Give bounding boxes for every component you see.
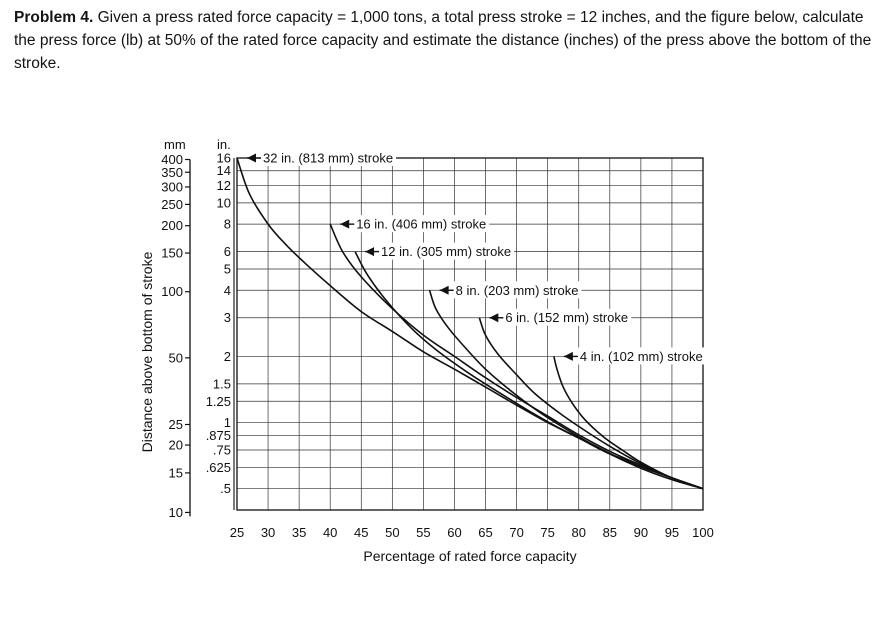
x-tick-label: 55 [416, 525, 430, 540]
y-tick-label-in: 16 [217, 151, 231, 166]
curve-label-background [379, 242, 515, 260]
y-tick-label-mm: 150 [161, 246, 183, 261]
curve-label-background [354, 215, 490, 233]
y-tick-label-in: 3 [224, 310, 231, 325]
y-tick-label-in: 1.25 [206, 394, 231, 409]
problem-statement: Problem 4. Given a press rated force cap… [14, 6, 874, 75]
y-tick-label-in: 1.5 [213, 376, 231, 391]
x-tick-label: 65 [478, 525, 492, 540]
stroke-curve [236, 157, 704, 490]
x-tick-label: 95 [665, 525, 679, 540]
y-tick-label-in: .5 [220, 481, 231, 496]
x-tick-label: 50 [385, 525, 399, 540]
y-tick-label-mm: 250 [161, 197, 183, 212]
y-tick-label-in: .625 [206, 460, 231, 475]
x-tick-label: 25 [230, 525, 244, 540]
curve-label-background [261, 149, 397, 166]
curve-label-arrow-head [439, 285, 449, 295]
y-tick-label-mm: 10 [169, 505, 183, 520]
curve-label-arrow-head [247, 153, 256, 163]
y-unit-in-label: in. [217, 137, 231, 152]
stroke-curve [329, 223, 704, 490]
curve-label-background [503, 308, 632, 326]
x-tick-label: 80 [571, 525, 585, 540]
stroke-curve [428, 290, 704, 490]
y-tick-label-in: 8 [224, 217, 231, 232]
x-tick-label: 45 [354, 525, 368, 540]
stroke-curve [478, 317, 704, 490]
x-tick-label: 90 [634, 525, 648, 540]
x-tick-label: 60 [447, 525, 461, 540]
curve-label-background [577, 347, 706, 365]
y-tick-label-in: 4 [224, 283, 231, 298]
x-tick-label: 35 [292, 525, 306, 540]
curve-label-arrow-head [489, 313, 499, 323]
stroke-curves [236, 157, 704, 490]
x-tick-labels: 25 30 35 40 45 50 55 60 65 70 75 80 85 90 95 100 [230, 525, 714, 540]
curve-label-arrow-head [365, 247, 375, 257]
y-tick-label-in: 14 [217, 163, 231, 178]
problem-body: Given a press rated force capacity = 1,0… [14, 9, 872, 72]
y-tick-label-in: .75 [213, 443, 231, 458]
x-tick-label: 40 [323, 525, 337, 540]
y-tick-label-in: 12 [217, 178, 231, 193]
x-tick-label: 75 [540, 525, 554, 540]
curve-label-arrow-head [340, 219, 350, 229]
y-tick-label-in: 1 [224, 415, 231, 430]
stroke-curve [553, 356, 704, 490]
curve-label-background [453, 281, 582, 299]
y-tick-label-mm: 300 [161, 179, 183, 194]
x-tick-label: 70 [509, 525, 523, 540]
curve-label: 4 in. (102 mm) stroke [580, 349, 703, 364]
y-axes: 4003503002502001501005025201510161412108… [161, 151, 235, 520]
y-unit-mm-label: mm [164, 137, 186, 152]
x-tick-label: 30 [261, 525, 275, 540]
y-tick-label-in: 10 [217, 195, 231, 210]
y-tick-label-in: 2 [224, 349, 231, 364]
x-tick-label: 85 [603, 525, 617, 540]
curve-label-arrow-head [563, 351, 573, 361]
y-tick-label-mm: 350 [161, 165, 183, 180]
plot-frame [236, 157, 704, 511]
y-tick-label-mm: 25 [169, 417, 183, 432]
curve-label: 12 in. (305 mm) stroke [381, 244, 511, 259]
x-tick-label: 100 [692, 525, 714, 540]
y-tick-label-in: .875 [206, 428, 231, 443]
y-tick-label-mm: 400 [161, 152, 183, 167]
y-axis-title: Distance above bottom of stroke [139, 251, 155, 452]
y-tick-label-mm: 50 [169, 350, 183, 365]
curve-labels: 32 in. (813 mm) stroke 16 in. (406 mm) st… [247, 149, 706, 365]
y-tick-label-mm: 15 [169, 465, 183, 480]
curve-label: 16 in. (406 mm) stroke [356, 217, 486, 232]
curve-label: 8 in. (203 mm) stroke [456, 283, 579, 298]
y-tick-label-in: 6 [224, 244, 231, 259]
curve-label: 32 in. (813 mm) stroke [263, 151, 393, 166]
y-tick-label-mm: 200 [161, 218, 183, 233]
problem-heading: Problem 4. [14, 9, 94, 26]
curve-label: 6 in. (152 mm) stroke [505, 310, 628, 325]
y-tick-label-mm: 20 [169, 438, 183, 453]
y-tick-label-mm: 100 [161, 284, 183, 299]
y-tick-label-in: 5 [224, 261, 231, 276]
x-axis-title: Percentage of rated force capacity [363, 548, 576, 564]
